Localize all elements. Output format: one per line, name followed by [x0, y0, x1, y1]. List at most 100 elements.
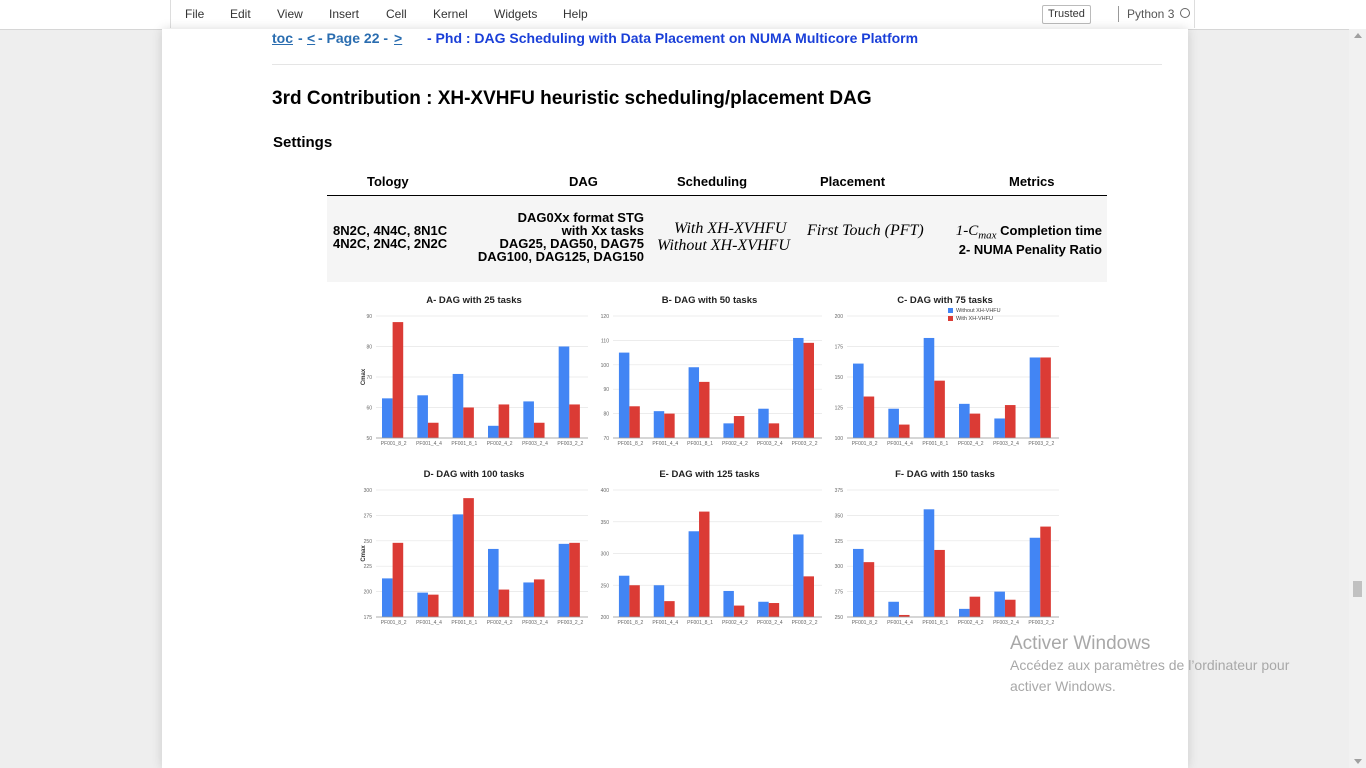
trusted-badge[interactable]: Trusted: [1042, 5, 1091, 24]
bar: [533, 579, 545, 617]
x-tick-label: PF001_8_1: [451, 620, 477, 626]
cell-metrics: 1-Cmax Completion time 2- NUMA Penality …: [955, 223, 1102, 257]
x-tick-label: PF001_8_2: [852, 441, 878, 447]
toc-link[interactable]: toc: [272, 30, 293, 46]
y-tick-label: 300: [835, 564, 844, 570]
header-topology: Tology: [367, 174, 409, 189]
y-tick-label: 200: [835, 314, 844, 320]
y-tick-label: 150: [835, 375, 844, 381]
prev-page-link[interactable]: <: [307, 30, 316, 46]
watermark-title: Activer Windows: [1010, 633, 1151, 654]
bar: [853, 363, 864, 438]
bar: [498, 404, 510, 438]
x-tick-label: PF001_8_1: [687, 620, 713, 626]
y-tick-label: 325: [835, 539, 844, 545]
bar: [688, 367, 700, 438]
bar: [392, 322, 404, 438]
y-tick-label: 175: [835, 345, 844, 351]
watermark-subtitle: Accédez aux paramètres de l’ordinateur p…: [1010, 657, 1290, 694]
bar: [488, 548, 499, 617]
scrollbar[interactable]: [1349, 29, 1366, 768]
menu-insert[interactable]: Insert: [329, 7, 360, 21]
header-dag: DAG: [569, 174, 598, 189]
y-axis-label: Cmax: [361, 368, 367, 385]
y-tick-label: 300: [364, 488, 373, 494]
bar: [427, 594, 439, 617]
menu-view[interactable]: View: [277, 7, 303, 21]
bar: [733, 416, 745, 438]
bar: [959, 608, 970, 617]
x-tick-label: PF003_2_4: [757, 441, 783, 447]
chart-f: F- DAG with 150 tasks 250 275 300 325 350 375 P…: [829, 466, 1065, 636]
chart-c: C- DAG with 75 tasks 100 125 150 175 200 PF001…: [829, 292, 1065, 457]
scroll-thumb[interactable]: [1353, 581, 1362, 597]
bar: [793, 534, 804, 617]
menu-help[interactable]: Help: [563, 7, 588, 21]
chart-title: B- DAG with 50 tasks: [662, 295, 758, 306]
bar: [417, 395, 428, 438]
chart-a: A- DAG with 25 tasks 50 60 70 80 90 Cmax PF001_…: [358, 292, 594, 457]
chart-title: C- DAG with 75 tasks: [897, 295, 993, 306]
bar: [803, 342, 814, 438]
bar: [923, 509, 935, 617]
chart-svg: D- DAG with 100 tasks 175 200 225 250 275 300 C…: [361, 469, 588, 626]
y-tick-label: 375: [835, 488, 844, 494]
x-tick-label: PF003_2_2: [557, 441, 583, 447]
scroll-up-icon[interactable]: [1354, 33, 1362, 38]
y-tick-label: 200: [601, 615, 610, 621]
scroll-down-icon[interactable]: [1354, 759, 1362, 764]
menu-edit[interactable]: Edit: [230, 7, 251, 21]
x-tick-label: PF002_4_2: [958, 441, 984, 447]
bar: [498, 589, 510, 617]
bar: [558, 346, 570, 438]
bar: [1040, 357, 1051, 438]
x-tick-label: PF002_4_2: [722, 441, 748, 447]
bar: [488, 425, 499, 438]
bar: [768, 603, 780, 617]
bar: [558, 543, 570, 617]
notebook-page: toc - < - Page 22 - > - Phd : DAG Schedu…: [162, 29, 1188, 768]
next-page-link[interactable]: >: [394, 30, 403, 46]
menu-kernel[interactable]: Kernel: [433, 7, 468, 21]
legend-label: Without XH-VHFU: [956, 308, 1001, 314]
x-tick-label: PF003_2_2: [557, 620, 583, 626]
chart-svg: A- DAG with 25 tasks 50 60 70 80 90 Cmax PF001_…: [361, 295, 588, 447]
x-tick-label: PF002_4_2: [487, 620, 513, 626]
chart-e: E- DAG with 125 tasks 200 250 300 350 400 PF00…: [595, 466, 828, 636]
menubar: File Edit View Insert Cell Kernel Widget…: [0, 0, 1366, 30]
x-tick-label: PF001_4_4: [887, 620, 913, 626]
y-tick-label: 80: [366, 345, 372, 351]
bar: [758, 601, 769, 617]
legend-swatch: [948, 316, 953, 321]
chart-title: A- DAG with 25 tasks: [426, 295, 522, 306]
y-tick-label: 250: [835, 615, 844, 621]
notebook-title: - Phd : DAG Scheduling with Data Placeme…: [427, 30, 919, 46]
y-tick-label: 120: [601, 314, 610, 320]
kernel-status-icon: [1180, 8, 1190, 18]
bar: [452, 514, 464, 617]
x-tick-label: PF002_4_2: [958, 620, 984, 626]
y-tick-label: 300: [601, 552, 610, 558]
bar: [569, 542, 580, 617]
y-tick-label: 60: [366, 406, 372, 412]
bar: [392, 542, 404, 617]
y-tick-label: 70: [603, 436, 609, 442]
chart-svg: E- DAG with 125 tasks 200 250 300 350 400 PF00…: [601, 469, 822, 626]
bar: [417, 592, 428, 617]
bar: [758, 408, 769, 438]
bar: [1029, 537, 1041, 617]
chart-svg: C- DAG with 75 tasks 100 125 150 175 200 PF001…: [835, 295, 1059, 447]
menu-cell[interactable]: Cell: [386, 7, 407, 21]
x-tick-label: PF003_2_2: [792, 441, 818, 447]
chart-title: F- DAG with 150 tasks: [895, 469, 995, 480]
kernel-name[interactable]: Python 3: [1127, 7, 1175, 21]
y-tick-label: 175: [364, 615, 373, 621]
bar: [1004, 405, 1016, 438]
menu-widgets[interactable]: Widgets: [494, 7, 538, 21]
menu-file[interactable]: File: [185, 7, 205, 21]
menubar-frame: [170, 0, 1195, 28]
bar: [768, 423, 780, 438]
windows-activation-watermark: Activer Windows Accédez aux paramètres d…: [1010, 633, 1330, 697]
bar: [569, 404, 580, 438]
nav-separator: -: [298, 30, 303, 46]
